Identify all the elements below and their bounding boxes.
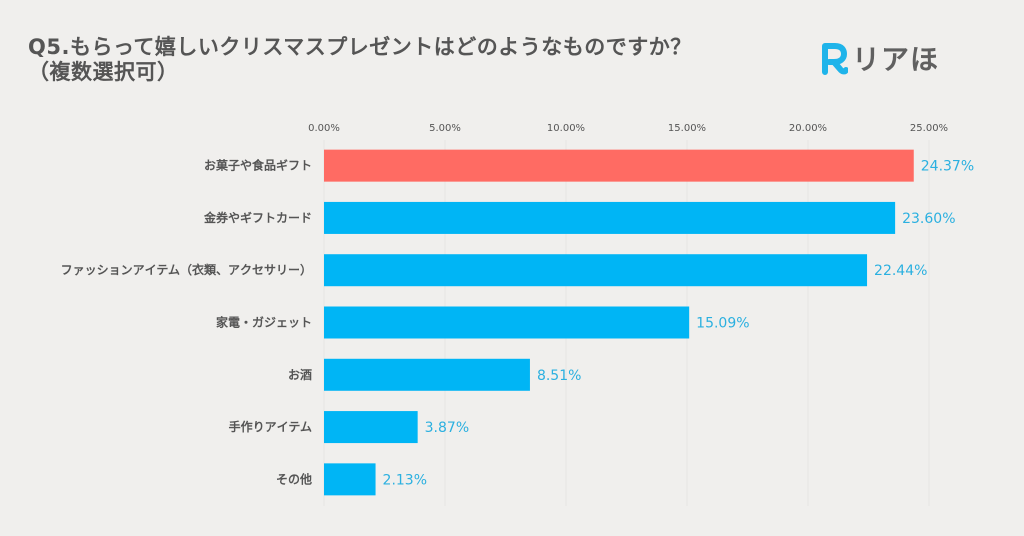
value-label: 24.37% (921, 159, 974, 175)
category-label: ファッションアイテム（衣類、アクセサリー） (61, 262, 312, 277)
bar (324, 306, 690, 339)
category-label: 手作りアイテム (229, 419, 312, 434)
bar (324, 149, 914, 182)
category-label: お菓子や食品ギフト (204, 158, 312, 173)
logo-r-icon (822, 43, 848, 75)
value-label: 22.44% (874, 263, 927, 279)
x-tick-label: 20.00% (789, 123, 827, 134)
chart-title: Q5.もらって嬉しいクリスマスプレゼントはどのようなものですか？ （複数選択可） (28, 35, 692, 85)
value-label: 8.51% (537, 368, 581, 384)
bar (324, 358, 530, 391)
brand-logo: リアほ (820, 38, 939, 78)
x-tick-label: 15.00% (668, 123, 706, 134)
value-label: 3.87% (425, 420, 469, 436)
x-tick-label: 5.00% (429, 123, 461, 134)
chart-title-line-1: Q5.もらって嬉しいクリスマスプレゼントはどのようなものですか？ (28, 35, 692, 59)
x-tick-label: 10.00% (547, 123, 585, 134)
bars (324, 149, 914, 496)
logo-text: リアほ (852, 43, 940, 76)
bar (324, 411, 418, 444)
x-axis-ticks: 0.00% 5.00% 10.00% 15.00% 20.00% 25.00% (308, 123, 948, 134)
category-label: 家電・ガジェット (216, 315, 312, 330)
x-tick-label: 25.00% (910, 123, 948, 134)
bar (324, 201, 896, 234)
bar (324, 463, 376, 496)
value-labels: 24.37% 23.60% 22.44% 15.09% 8.51% 3.87% 2.13% (383, 159, 975, 489)
value-label: 23.60% (902, 211, 955, 227)
chart-title-line-2: （複数選択可） (28, 60, 179, 84)
bar (324, 254, 868, 287)
value-label: 2.13% (383, 472, 427, 488)
x-tick-label: 0.00% (308, 123, 340, 134)
category-label: お酒 (288, 368, 312, 382)
category-label: その他 (276, 471, 312, 486)
value-label: 15.09% (696, 316, 749, 332)
category-label: 金券やギフトカード (203, 210, 312, 225)
